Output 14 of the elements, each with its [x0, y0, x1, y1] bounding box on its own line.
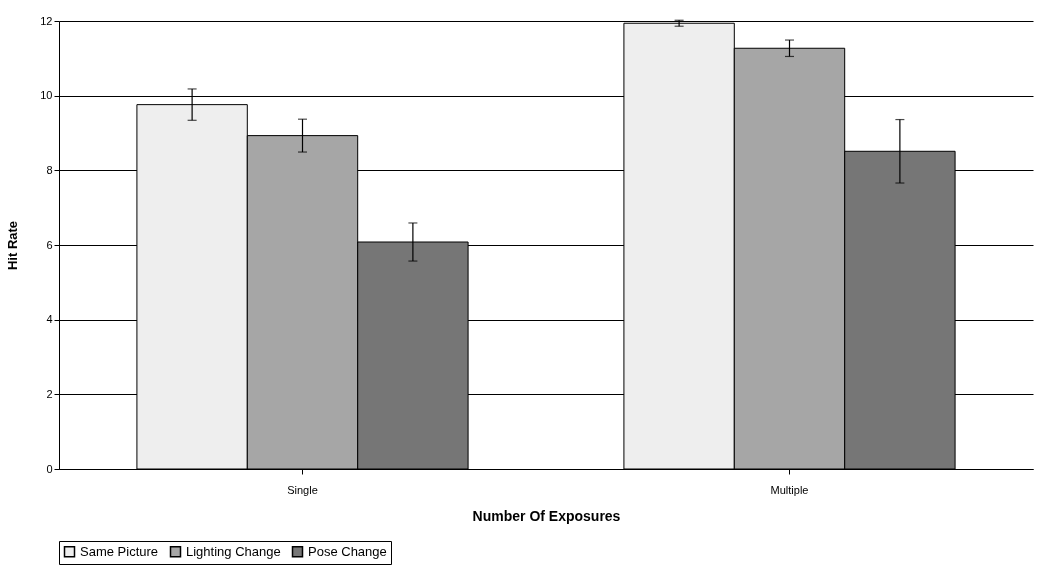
y-tick-label: 12	[40, 14, 53, 27]
legend-label: Lighting Change	[186, 543, 281, 559]
x-tick-label: Multiple	[770, 483, 809, 496]
y-tick-label: 0	[46, 462, 53, 475]
y-tick-label: 2	[46, 387, 53, 400]
y-axis-title: Hit Rate	[5, 220, 21, 271]
y-tick-label: 6	[46, 238, 53, 251]
legend-label: Same Picture	[80, 543, 159, 559]
x-axis-title: Number Of Exposures	[472, 507, 621, 524]
y-tick-label: 4	[46, 313, 53, 326]
y-tick-label: 10	[40, 89, 53, 102]
y-tick-label: 8	[46, 163, 53, 176]
x-tick-label: Single	[287, 483, 318, 496]
legend-label: Pose Change	[308, 543, 387, 559]
